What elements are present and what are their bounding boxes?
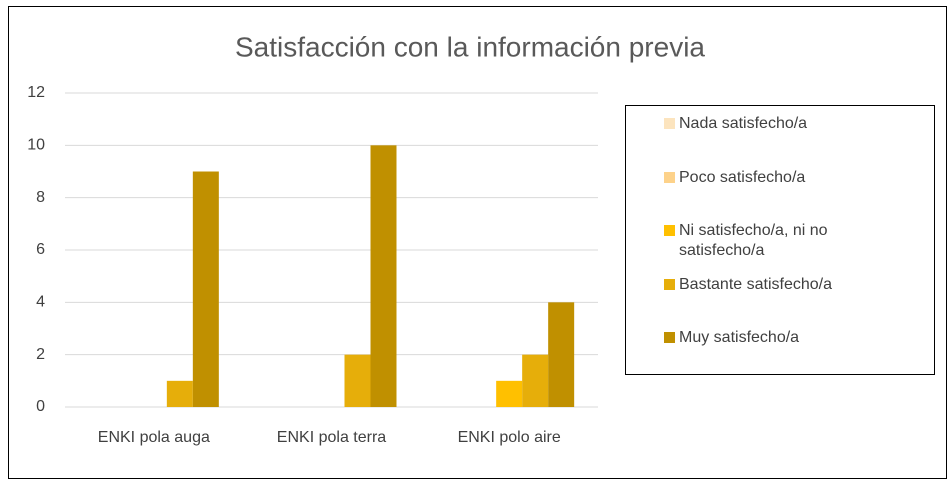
y-tick-label: 2: [36, 346, 45, 363]
bar: [496, 380, 523, 407]
y-tick-label: 10: [27, 137, 45, 154]
y-tick-label: 6: [36, 241, 45, 258]
legend-label: Ni satisfecho/a, ni no satisfecho/a: [679, 222, 828, 259]
y-tick-label: 12: [27, 84, 45, 101]
legend-swatch: [664, 332, 675, 343]
legend-label: Muy satisfecho/a: [679, 329, 800, 346]
legend: Nada satisfecho/a Poco satisfecho/a Ni sat…: [625, 105, 935, 375]
legend-swatch: [664, 225, 675, 236]
legend-label: Bastante satisfecho/a: [679, 275, 832, 293]
legend-swatch: [664, 171, 675, 183]
chart-border: [8, 6, 947, 479]
legend-label: Poco satisfecho/a: [679, 168, 806, 186]
legend-entry: Poco satisfecho/a: [664, 168, 914, 188]
bar: [192, 171, 219, 407]
bar: [166, 380, 193, 407]
chart-title: Satisfacción con la información previa: [235, 31, 705, 62]
legend-entry: Muy satisfecho/a: [664, 328, 914, 348]
legend-label: Nada satisfecho/a: [679, 115, 808, 132]
y-tick-label: 8: [36, 189, 45, 206]
legend-swatch: [664, 118, 675, 129]
bar: [522, 354, 549, 407]
bar: [370, 145, 397, 408]
legend-entry: Bastante satisfecho/a: [664, 275, 914, 295]
legend-entry: Nada satisfecho/a: [664, 114, 914, 134]
y-tick-label: 4: [36, 294, 45, 311]
x-tick-label: ENKI pola auga: [98, 429, 210, 446]
bar: [548, 302, 575, 407]
bar: [344, 354, 371, 407]
legend-entry: Ni satisfecho/a, ni no satisfecho/a: [664, 221, 914, 261]
x-tick-label: ENKI pola terra: [277, 429, 386, 446]
x-tick-label: ENKI polo aire: [458, 429, 561, 446]
legend-swatch: [664, 278, 675, 290]
y-tick-label: 0: [36, 398, 45, 415]
